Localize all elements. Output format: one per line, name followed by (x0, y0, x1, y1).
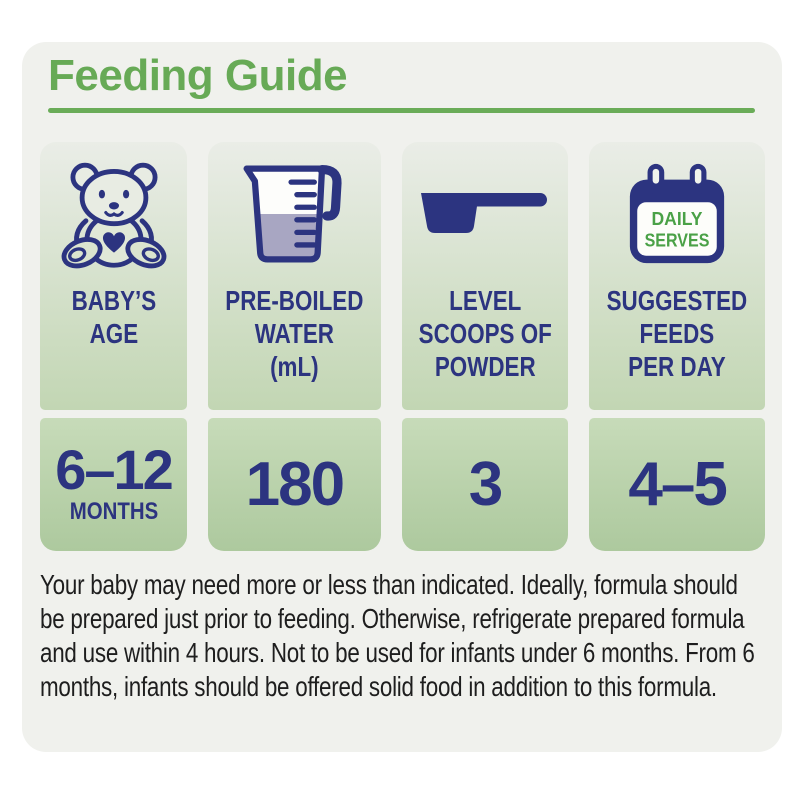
value-subtext: MONTHS (69, 497, 158, 525)
column-babys-age: BABY’S AGE 6–12 MONTHS (40, 142, 188, 551)
feeding-guide-card: Feeding Guide (22, 42, 782, 752)
label-line: POWDER (434, 351, 536, 382)
measuring-jug-icon (237, 150, 351, 278)
scoop-icon (419, 150, 551, 278)
calendar-text-line: SERVES (645, 229, 710, 250)
label-line: (mL) (270, 351, 319, 382)
value-babys-age: 6–12 MONTHS (40, 418, 188, 551)
column-scoops: LEVEL SCOOPS OF POWDER 3 (401, 142, 569, 551)
label-line: PRE-BOILED (225, 285, 364, 316)
label-line: FEEDS (639, 318, 715, 349)
value-water: 180 (208, 418, 381, 551)
label-line: AGE (89, 318, 138, 349)
label-line: SCOOPS OF (418, 318, 552, 349)
calendar-text-line: DAILY (652, 208, 704, 229)
label-line: SUGGESTED (606, 285, 748, 316)
calendar-icon: DAILY SERVES (623, 150, 731, 278)
label-line: PER DAY (628, 351, 726, 382)
column-label-water: PRE-BOILED WATER (mL) (225, 284, 363, 383)
column-water: PRE-BOILED WATER (mL) 180 (208, 142, 381, 551)
value-text: 3 (468, 449, 504, 519)
feeding-table: BABY’S AGE 6–12 MONTHS (40, 142, 765, 551)
label-line: LEVEL (448, 285, 522, 316)
teddy-bear-icon (56, 150, 172, 278)
column-header-feeds: DAILY SERVES SUGGESTED FEEDS PER DAY (589, 142, 765, 410)
label-line: BABY’S (71, 285, 156, 316)
column-feeds: DAILY SERVES SUGGESTED FEEDS PER DAY 4–5 (589, 142, 765, 551)
column-header-babys-age: BABY’S AGE (40, 142, 188, 410)
column-label-babys-age: BABY’S AGE (71, 284, 156, 350)
title-underline (48, 108, 755, 113)
value-text: 6–12 (55, 437, 174, 501)
value-text: 180 (245, 449, 345, 519)
column-header-water: PRE-BOILED WATER (mL) (208, 142, 381, 410)
page-title: Feeding Guide (48, 51, 348, 100)
label-line: WATER (254, 318, 334, 349)
footnote-text: Your baby may need more or less than ind… (40, 569, 755, 702)
value-text: 4–5 (628, 449, 727, 519)
column-header-scoops: LEVEL SCOOPS OF POWDER (401, 142, 569, 410)
value-feeds: 4–5 (589, 418, 765, 551)
column-label-feeds: SUGGESTED FEEDS PER DAY (607, 284, 748, 383)
column-label-scoops: LEVEL SCOOPS OF POWDER (418, 284, 551, 383)
value-scoops: 3 (401, 418, 569, 551)
